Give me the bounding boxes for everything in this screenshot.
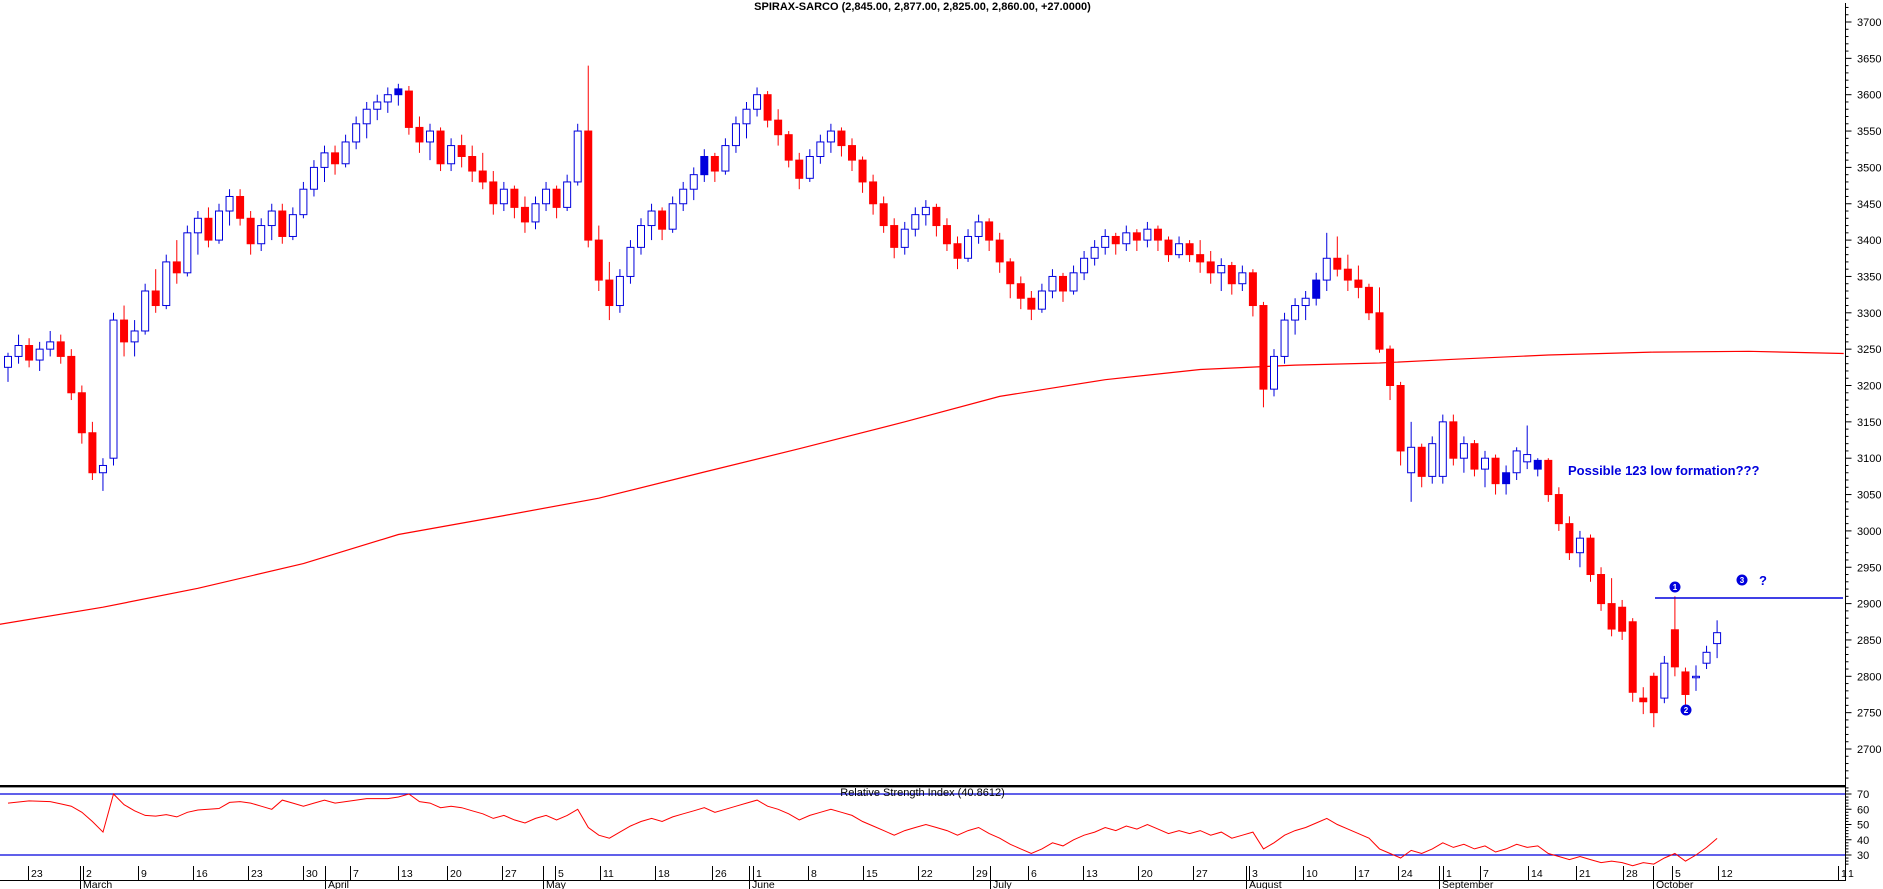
svg-text:60: 60 <box>1857 804 1869 816</box>
svg-text:2700: 2700 <box>1857 744 1881 756</box>
svg-text:October: October <box>1656 879 1694 889</box>
svg-text:3450: 3450 <box>1857 199 1881 211</box>
svg-text:5: 5 <box>558 868 564 880</box>
svg-text:3050: 3050 <box>1857 490 1881 502</box>
svg-text:2750: 2750 <box>1857 708 1881 720</box>
svg-text:20: 20 <box>450 868 462 880</box>
svg-text:August: August <box>1249 879 1282 889</box>
svg-text:10: 10 <box>1306 868 1318 880</box>
svg-text:3600: 3600 <box>1857 90 1881 102</box>
svg-text:April: April <box>328 879 349 889</box>
svg-text:2950: 2950 <box>1857 562 1881 574</box>
date-axis[interactable]: 23 2 9 16 23 30 7 13 20 27 5 11 18 26 1 8 15 22 29 6 13 20 27 3… <box>0 866 1854 889</box>
svg-text:16: 16 <box>196 868 208 880</box>
rsi-band-lines <box>0 793 1845 856</box>
point-markers[interactable]: 1 2 3? <box>1669 573 1768 716</box>
svg-text:2900: 2900 <box>1857 599 1881 611</box>
candlesticks[interactable] <box>4 65 1722 728</box>
svg-text:June: June <box>752 879 775 889</box>
svg-text:23: 23 <box>31 868 43 880</box>
svg-text:3300: 3300 <box>1857 308 1881 320</box>
svg-text:50: 50 <box>1857 820 1869 832</box>
svg-text:3200: 3200 <box>1857 381 1881 393</box>
svg-text:1: 1 <box>1673 583 1678 592</box>
svg-text:3000: 3000 <box>1857 526 1881 538</box>
svg-text:13: 13 <box>401 868 413 880</box>
svg-text:27: 27 <box>505 868 517 880</box>
point-marker-3[interactable]: 3 <box>1736 574 1748 586</box>
svg-text:15: 15 <box>866 868 878 880</box>
svg-text:March: March <box>83 879 112 889</box>
svg-text:7: 7 <box>1483 868 1489 880</box>
svg-text:30: 30 <box>1857 850 1869 862</box>
svg-text:12: 12 <box>1721 868 1733 880</box>
price-axis <box>1845 3 1852 880</box>
svg-text:22: 22 <box>921 868 933 880</box>
svg-text:1: 1 <box>1446 868 1452 880</box>
svg-text:2800: 2800 <box>1857 671 1881 683</box>
point-marker-2[interactable]: 2 <box>1680 704 1692 716</box>
svg-text:3550: 3550 <box>1857 126 1881 138</box>
svg-text:40: 40 <box>1857 835 1869 847</box>
svg-text:1: 1 <box>1841 868 1847 880</box>
svg-text:8: 8 <box>811 868 817 880</box>
svg-text:2: 2 <box>1684 706 1689 715</box>
svg-text:5: 5 <box>1675 868 1681 880</box>
svg-text:28: 28 <box>1626 868 1638 880</box>
svg-text:3700: 3700 <box>1857 17 1881 29</box>
svg-text:70: 70 <box>1857 789 1869 801</box>
svg-text:21: 21 <box>1579 868 1591 880</box>
svg-text:13: 13 <box>1086 868 1098 880</box>
svg-text:3150: 3150 <box>1857 417 1881 429</box>
svg-text:May: May <box>546 879 567 889</box>
svg-text:24: 24 <box>1401 868 1413 880</box>
svg-text:14: 14 <box>1531 868 1543 880</box>
svg-text:3250: 3250 <box>1857 344 1881 356</box>
svg-text:27: 27 <box>1196 868 1208 880</box>
rsi-line <box>7 793 1718 867</box>
svg-text:17: 17 <box>1358 868 1370 880</box>
svg-text:3100: 3100 <box>1857 453 1881 465</box>
svg-text:29: 29 <box>976 868 988 880</box>
moving-average-line <box>0 350 1844 625</box>
svg-text:9: 9 <box>141 868 147 880</box>
point-marker-1[interactable]: 1 <box>1669 581 1681 593</box>
svg-text:3: 3 <box>1740 576 1745 585</box>
svg-text:2: 2 <box>86 868 92 880</box>
svg-text:September: September <box>1442 879 1494 889</box>
svg-text:3: 3 <box>1252 868 1258 880</box>
svg-text:2850: 2850 <box>1857 635 1881 647</box>
svg-text:3350: 3350 <box>1857 271 1881 283</box>
svg-text:3400: 3400 <box>1857 235 1881 247</box>
svg-text:3650: 3650 <box>1857 53 1881 65</box>
panel-separator <box>0 785 1846 788</box>
svg-text:18: 18 <box>658 868 670 880</box>
rsi-axis: 70 60 50 40 30 <box>1845 787 1869 865</box>
svg-text:3500: 3500 <box>1857 162 1881 174</box>
question-mark-label[interactable]: ? <box>1759 573 1767 588</box>
svg-text:30: 30 <box>306 868 318 880</box>
svg-text:26: 26 <box>715 868 727 880</box>
svg-text:1: 1 <box>756 868 762 880</box>
svg-text:6: 6 <box>1031 868 1037 880</box>
svg-text:1: 1 <box>1848 868 1854 880</box>
svg-text:11: 11 <box>603 868 614 880</box>
svg-text:20: 20 <box>1141 868 1153 880</box>
price-axis-labels: 2700 2750 2800 2850 2900 2950 3000 3050 3100 3150… <box>1857 17 1881 756</box>
svg-text:23: 23 <box>251 868 263 880</box>
svg-text:7: 7 <box>353 868 359 880</box>
svg-text:July: July <box>993 879 1012 889</box>
